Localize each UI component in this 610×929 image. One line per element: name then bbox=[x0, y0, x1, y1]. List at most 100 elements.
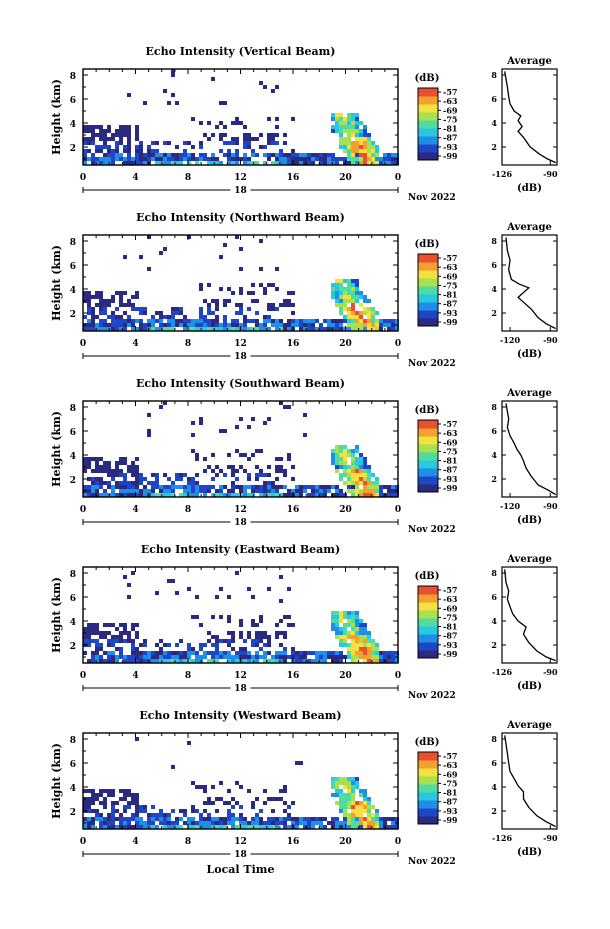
echo-cell bbox=[87, 825, 91, 829]
echo-cell bbox=[263, 153, 267, 157]
echo-cell bbox=[211, 133, 215, 137]
echo-cell bbox=[107, 149, 111, 153]
echo-cell bbox=[339, 311, 343, 315]
echo-cell bbox=[207, 825, 211, 829]
echo-cell bbox=[319, 485, 323, 489]
echo-cell bbox=[359, 809, 363, 813]
echo-cell bbox=[223, 303, 227, 307]
echo-cell bbox=[115, 817, 119, 821]
echo-cell bbox=[147, 813, 151, 817]
echo-cell bbox=[367, 659, 371, 663]
echo-cell bbox=[327, 651, 331, 655]
echo-cell bbox=[91, 129, 95, 133]
echo-cell bbox=[251, 137, 255, 141]
echo-cell bbox=[379, 319, 383, 323]
echo-cell bbox=[135, 825, 139, 829]
echo-cell bbox=[231, 323, 235, 327]
echo-cell bbox=[223, 125, 227, 129]
echo-cell bbox=[107, 817, 111, 821]
echo-cell bbox=[367, 821, 371, 825]
echo-cell bbox=[135, 125, 139, 129]
echo-cell bbox=[335, 493, 339, 497]
echo-cell bbox=[275, 267, 279, 271]
echo-cell bbox=[247, 473, 251, 477]
echo-cell bbox=[131, 465, 135, 469]
echo-cell bbox=[359, 477, 363, 481]
day-label-bg bbox=[230, 516, 251, 526]
echo-cell bbox=[119, 639, 123, 643]
echo-cell bbox=[199, 813, 203, 817]
echo-cell bbox=[343, 797, 347, 801]
echo-cell bbox=[131, 157, 135, 161]
echo-cell bbox=[215, 797, 219, 801]
echo-cell bbox=[259, 133, 263, 137]
echo-cell bbox=[127, 157, 131, 161]
echo-cell bbox=[227, 821, 231, 825]
echo-cell bbox=[191, 477, 195, 481]
echo-cell bbox=[179, 655, 183, 659]
echo-cell bbox=[395, 659, 399, 663]
echo-cell bbox=[347, 813, 351, 817]
echo-cell bbox=[375, 813, 379, 817]
echo-cell bbox=[147, 655, 151, 659]
echo-cell bbox=[355, 125, 359, 129]
echo-cell bbox=[99, 149, 103, 153]
echo-cell bbox=[351, 291, 355, 295]
echo-cell bbox=[339, 789, 343, 793]
echo-cell bbox=[251, 417, 255, 421]
echo-cell bbox=[147, 821, 151, 825]
echo-cell bbox=[379, 821, 383, 825]
echo-cell bbox=[251, 825, 255, 829]
echo-cell bbox=[207, 323, 211, 327]
echo-cell bbox=[203, 493, 207, 497]
echo-cell bbox=[231, 481, 235, 485]
echo-cell bbox=[295, 821, 299, 825]
echo-cell bbox=[279, 465, 283, 469]
echo-cell bbox=[127, 595, 131, 599]
echo-cell bbox=[271, 323, 275, 327]
echo-cell bbox=[347, 291, 351, 295]
echo-cell bbox=[87, 457, 91, 461]
echo-cell bbox=[327, 489, 331, 493]
echo-cell bbox=[363, 635, 367, 639]
colorbar-frame bbox=[417, 751, 439, 825]
echo-cell bbox=[355, 121, 359, 125]
echo-cell bbox=[383, 485, 387, 489]
echo-cell bbox=[359, 817, 363, 821]
echo-cell bbox=[307, 485, 311, 489]
echo-cell bbox=[115, 481, 119, 485]
echo-cell bbox=[83, 493, 87, 497]
echo-cell bbox=[275, 655, 279, 659]
echo-cell bbox=[347, 465, 351, 469]
echo-cell bbox=[323, 825, 327, 829]
average-frame bbox=[501, 68, 558, 166]
echo-cell bbox=[87, 477, 91, 481]
echo-cell bbox=[211, 821, 215, 825]
echo-cell bbox=[367, 805, 371, 809]
colorbar-bin bbox=[418, 278, 438, 287]
echo-cell bbox=[215, 647, 219, 651]
echo-cell bbox=[99, 643, 103, 647]
echo-cell bbox=[295, 825, 299, 829]
echo-cell bbox=[167, 101, 171, 105]
echo-cell bbox=[367, 141, 371, 145]
echo-cell bbox=[247, 157, 251, 161]
echo-cell bbox=[235, 485, 239, 489]
echo-cell bbox=[163, 161, 167, 165]
echo-cell bbox=[355, 801, 359, 805]
echo-cell bbox=[235, 149, 239, 153]
echo-cell bbox=[163, 89, 167, 93]
echo-cell bbox=[167, 141, 171, 145]
colorbar-bin bbox=[418, 302, 438, 311]
echo-cell bbox=[215, 659, 219, 663]
echo-cell bbox=[339, 781, 343, 785]
echo-cell bbox=[103, 623, 107, 627]
echo-cell bbox=[135, 631, 139, 635]
echo-cell bbox=[143, 659, 147, 663]
echo-cell bbox=[191, 117, 195, 121]
echo-cell bbox=[243, 647, 247, 651]
echo-cell bbox=[247, 327, 251, 331]
echo-cell bbox=[323, 651, 327, 655]
echo-cell bbox=[183, 655, 187, 659]
echo-cell bbox=[163, 825, 167, 829]
